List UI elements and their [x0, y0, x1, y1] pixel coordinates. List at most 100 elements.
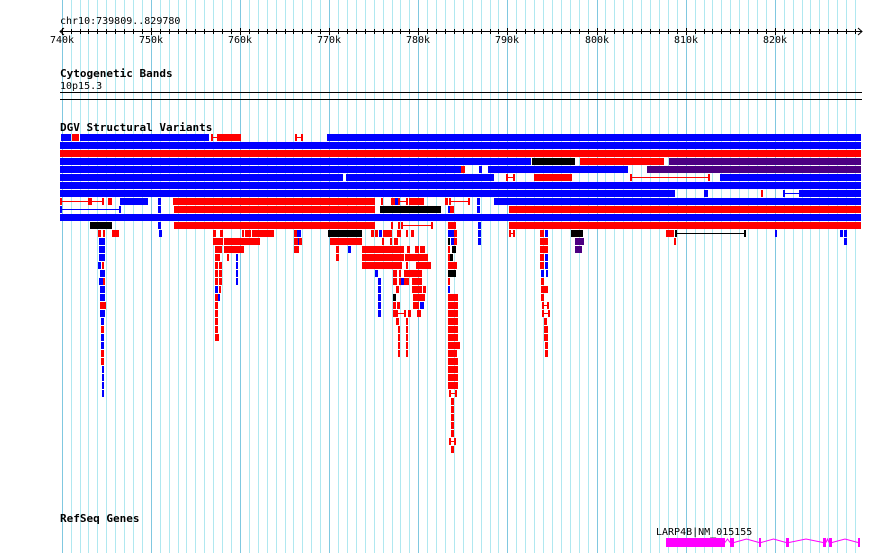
- dgv-variant-gain[interactable]: [415, 246, 419, 253]
- dgv-variant-gain[interactable]: [409, 198, 424, 205]
- dgv-variant-loss[interactable]: [158, 198, 161, 205]
- dgv-variant-gain[interactable]: [100, 302, 106, 309]
- dgv-variant-gain[interactable]: [413, 294, 416, 301]
- dgv-variant-gain[interactable]: [666, 230, 674, 237]
- dgv-variant-complex[interactable]: [448, 270, 456, 277]
- dgv-variant-loss[interactable]: [488, 166, 628, 173]
- dgv-variant-complex[interactable]: [450, 254, 453, 261]
- dgv-variant-gain[interactable]: [448, 334, 458, 341]
- dgv-variant-loss[interactable]: [120, 198, 148, 205]
- dgv-variant-loss[interactable]: [101, 334, 104, 341]
- dgv-variant-gain[interactable]: [406, 262, 408, 269]
- dgv-variant-complex[interactable]: [571, 230, 583, 237]
- dgv-variant-gain[interactable]: [544, 326, 548, 333]
- dgv-variant-loss[interactable]: [327, 134, 861, 141]
- dgv-variant-gain[interactable]: [215, 262, 218, 269]
- dgv-variant-gain[interactable]: [173, 198, 177, 205]
- dgv-variant-gain[interactable]: [448, 374, 458, 381]
- dgv-variant-gain[interactable]: [544, 334, 548, 341]
- cytoband-bar[interactable]: [60, 92, 862, 100]
- dgv-variant-gain[interactable]: [509, 230, 515, 237]
- dgv-variant-gain[interactable]: [448, 222, 456, 229]
- dgv-variant-gain[interactable]: [393, 278, 397, 285]
- dgv-variant-loss[interactable]: [236, 270, 238, 277]
- dgv-variant-gain[interactable]: [336, 246, 339, 253]
- dgv-variant-gain[interactable]: [218, 134, 241, 141]
- dgv-variant-gain[interactable]: [448, 302, 458, 309]
- dgv-variant-loss[interactable]: [775, 230, 777, 237]
- dgv-variant-gain[interactable]: [451, 406, 454, 413]
- dgv-variant-loss[interactable]: [801, 190, 861, 197]
- dgv-variant-loss[interactable]: [60, 142, 861, 149]
- dgv-variant-complex[interactable]: [675, 230, 746, 237]
- dgv-variant-gain[interactable]: [449, 198, 470, 205]
- dgv-variant-gain[interactable]: [448, 342, 460, 349]
- dgv-variant-gain[interactable]: [450, 206, 454, 213]
- dgv-variant-loss[interactable]: [102, 390, 104, 397]
- dgv-variant-loss[interactable]: [60, 190, 675, 197]
- dgv-variant-gain[interactable]: [406, 350, 408, 357]
- dgv-variant-loss[interactable]: [236, 254, 238, 261]
- dgv-variant-inversion[interactable]: [647, 166, 861, 173]
- dgv-variant-gain[interactable]: [406, 334, 408, 341]
- dgv-variant-gain[interactable]: [416, 302, 419, 309]
- dgv-variant-gain[interactable]: [451, 446, 454, 453]
- dgv-variant-gain[interactable]: [215, 318, 218, 325]
- dgv-variant-loss[interactable]: [80, 134, 209, 141]
- dgv-variant-loss[interactable]: [420, 302, 424, 309]
- dgv-variant-loss[interactable]: [378, 278, 381, 285]
- dgv-variant-gain[interactable]: [381, 198, 383, 205]
- dgv-variant-loss[interactable]: [100, 270, 105, 277]
- dgv-variant-loss[interactable]: [159, 230, 162, 237]
- dgv-variant-gain[interactable]: [396, 286, 399, 293]
- dgv-variant-complex[interactable]: [448, 238, 450, 245]
- dgv-variant-gain[interactable]: [393, 302, 396, 309]
- dgv-variant-gain[interactable]: [398, 198, 408, 205]
- dgv-variant-loss[interactable]: [100, 294, 105, 301]
- dgv-variant-gain[interactable]: [174, 206, 375, 213]
- dgv-variant-gain[interactable]: [448, 310, 458, 317]
- dgv-variant-gain[interactable]: [101, 350, 104, 357]
- dgv-variant-loss[interactable]: [477, 198, 480, 205]
- dgv-variant-gain[interactable]: [213, 238, 223, 245]
- dgv-variant-loss[interactable]: [61, 134, 71, 141]
- dgv-variant-gain[interactable]: [72, 134, 79, 141]
- dgv-variant-loss[interactable]: [448, 286, 450, 293]
- dgv-variant-inversion[interactable]: [669, 158, 861, 165]
- dgv-variant-gain[interactable]: [412, 286, 422, 293]
- dgv-variant-loss[interactable]: [375, 270, 378, 277]
- dgv-variant-gain[interactable]: [215, 254, 220, 261]
- dgv-variant-gain[interactable]: [406, 326, 408, 333]
- dgv-variant-gain[interactable]: [406, 342, 408, 349]
- dgv-variant-gain[interactable]: [404, 270, 422, 277]
- dgv-variant-gain[interactable]: [407, 246, 410, 253]
- dgv-variant-gain[interactable]: [420, 246, 425, 253]
- dgv-variant-gain[interactable]: [541, 278, 544, 285]
- dgv-variant-gain[interactable]: [542, 310, 550, 317]
- dgv-variant-gain[interactable]: [215, 302, 218, 309]
- dgv-variant-loss[interactable]: [479, 166, 482, 173]
- dgv-variant-loss[interactable]: [158, 222, 161, 229]
- dgv-variant-gain[interactable]: [396, 318, 399, 325]
- dgv-variant-gain[interactable]: [448, 254, 450, 261]
- dgv-variant-loss[interactable]: [720, 174, 861, 181]
- dgv-variant-gain[interactable]: [362, 246, 404, 253]
- dgv-variant-loss[interactable]: [545, 254, 548, 261]
- dgv-variant-gain[interactable]: [541, 294, 544, 301]
- dgv-variant-gain[interactable]: [448, 350, 457, 357]
- dgv-variant-gain[interactable]: [540, 230, 544, 237]
- dgv-variant-gain[interactable]: [98, 230, 101, 237]
- dgv-variant-complex[interactable]: [393, 294, 396, 301]
- dgv-variant-gain[interactable]: [451, 430, 454, 437]
- dgv-variant-gain[interactable]: [215, 334, 219, 341]
- dgv-variant-loss[interactable]: [60, 174, 343, 181]
- dgv-variant-complex[interactable]: [380, 206, 441, 213]
- dgv-variant-gain[interactable]: [215, 270, 218, 277]
- dgv-variant-gain[interactable]: [448, 262, 457, 269]
- dgv-variant-gain[interactable]: [404, 278, 409, 285]
- dgv-variant-gain[interactable]: [219, 286, 221, 293]
- dgv-variant-gain[interactable]: [540, 262, 544, 269]
- dgv-variant-loss[interactable]: [546, 270, 548, 277]
- dgv-variant-gain[interactable]: [391, 222, 393, 229]
- dgv-variant-loss[interactable]: [478, 238, 481, 245]
